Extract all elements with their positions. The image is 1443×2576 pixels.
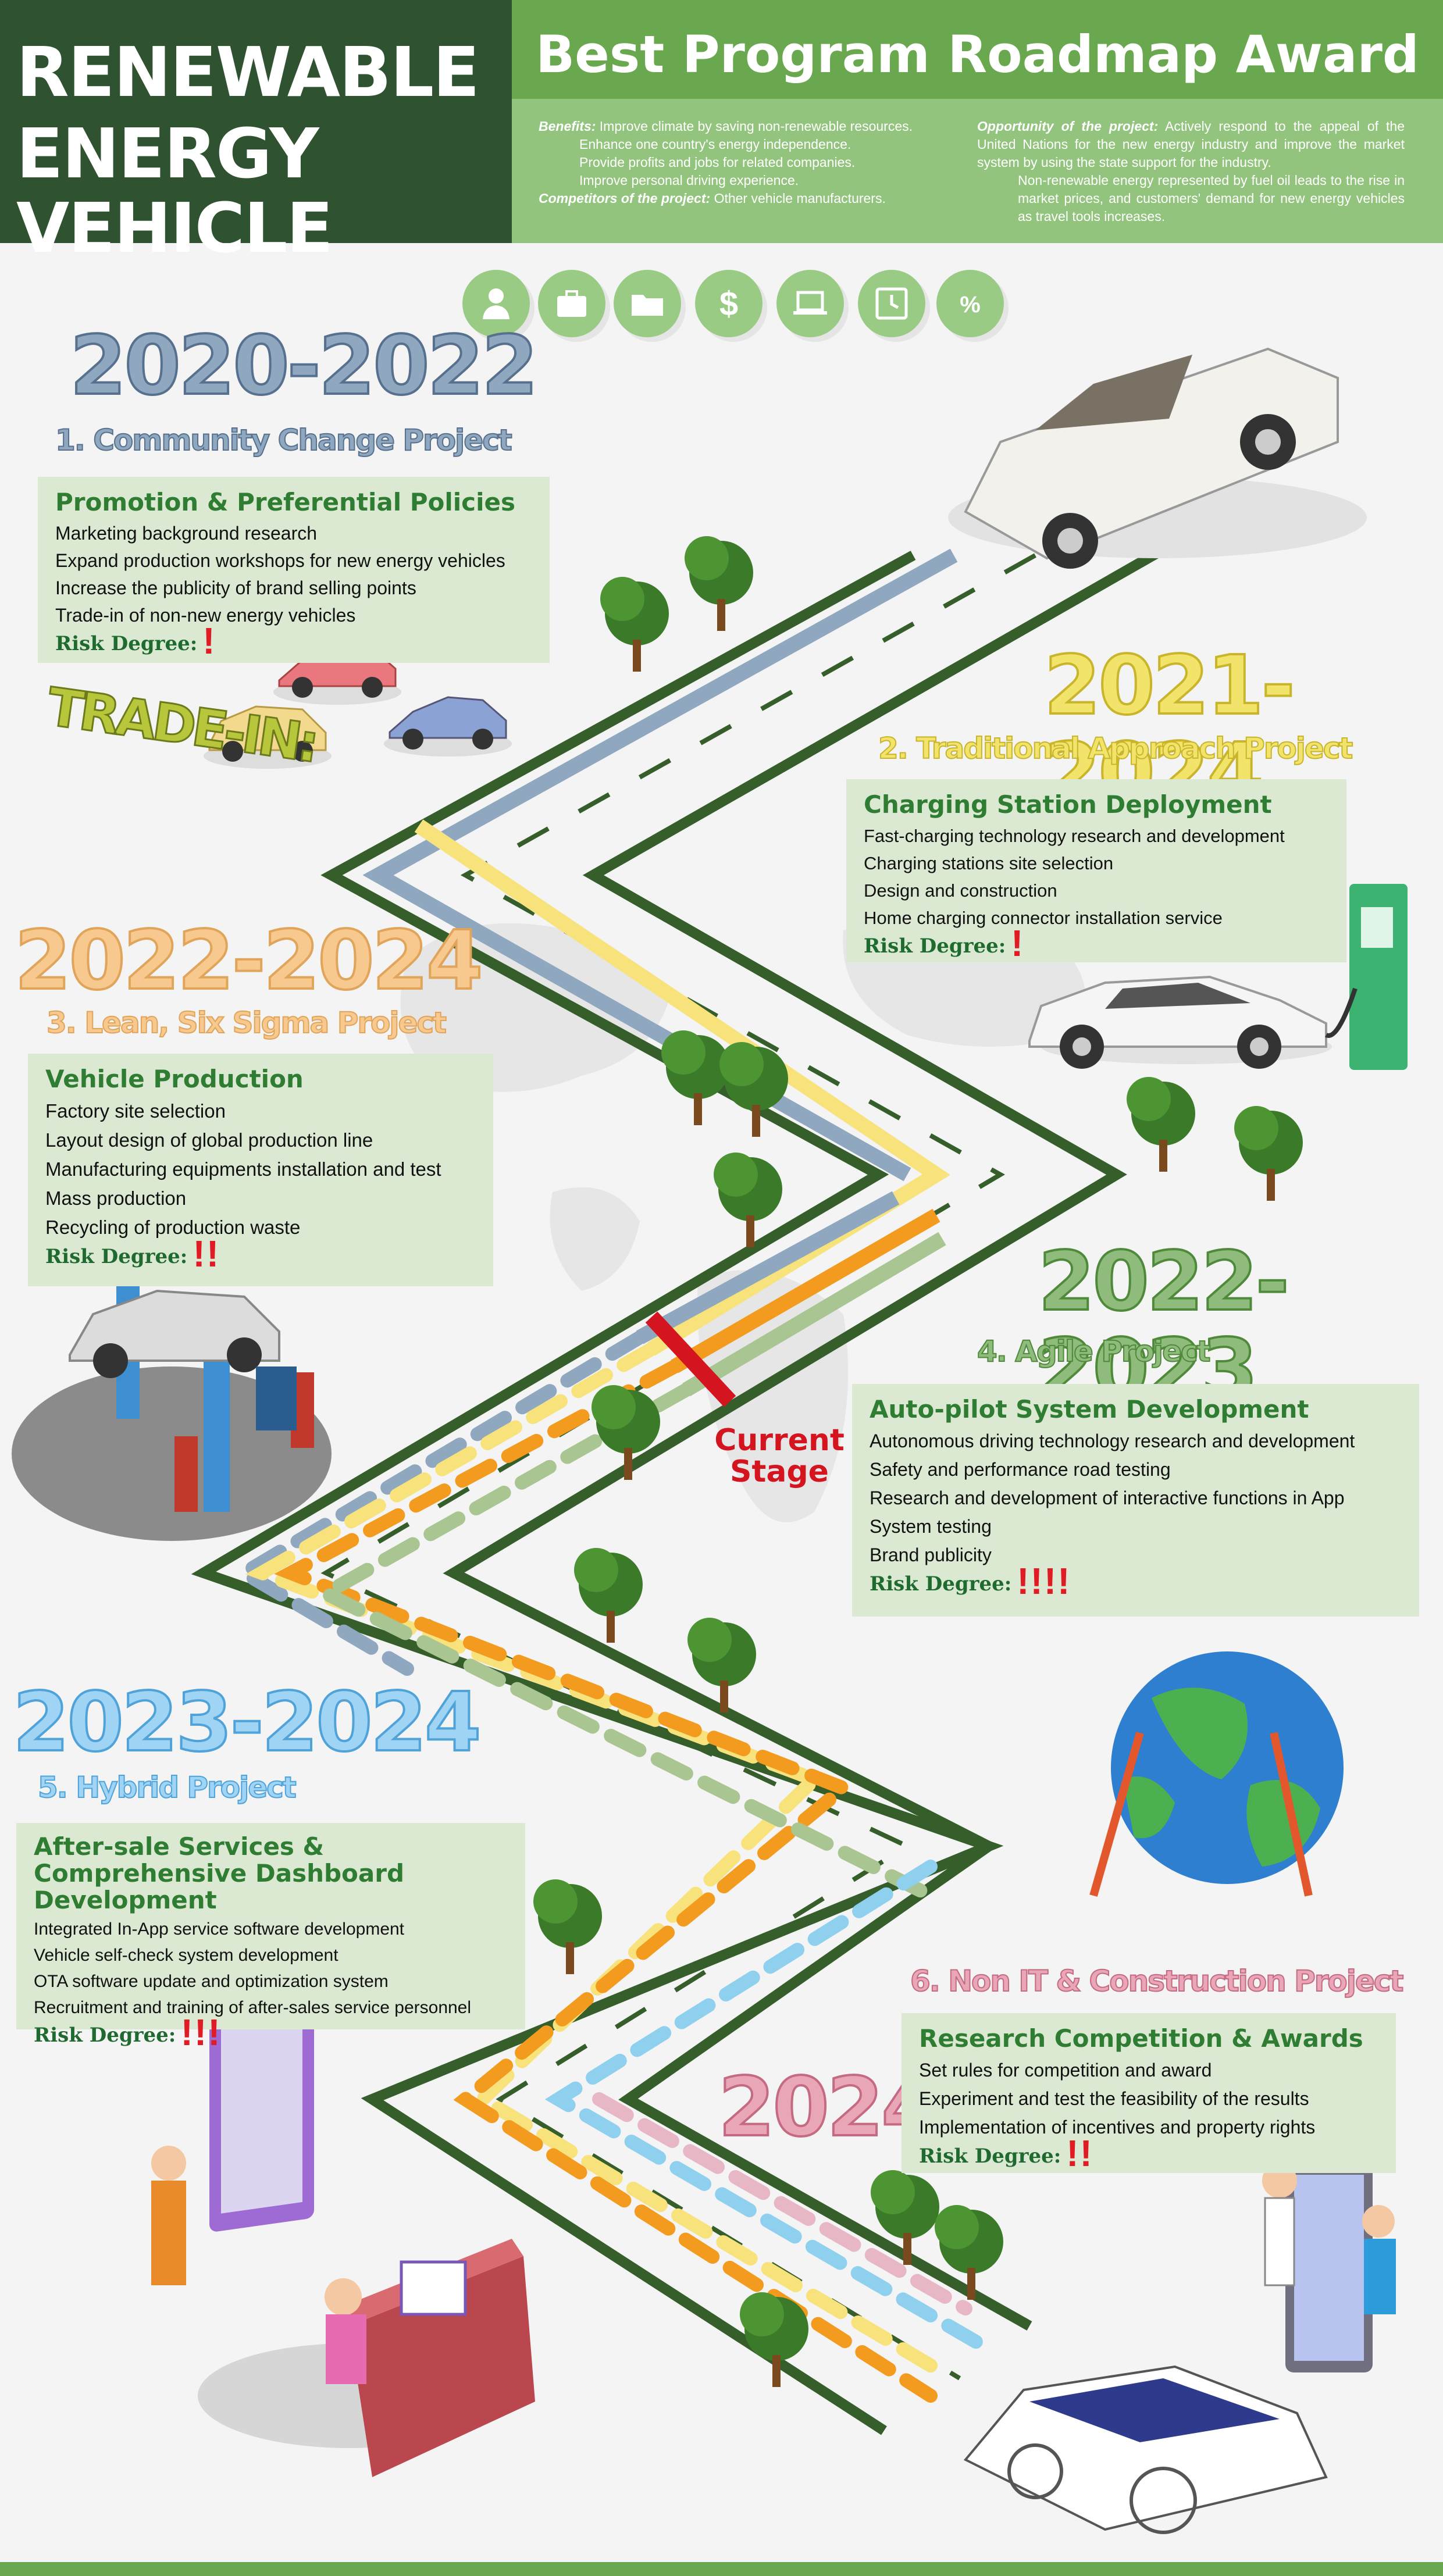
award-banner: Best Program Roadmap Award xyxy=(512,0,1443,99)
list-item: Set rules for competition and award xyxy=(919,2060,1212,2081)
risk-label: Risk Degree: xyxy=(870,1572,1012,1596)
project-4-card: Auto-pilot System Development Autonomous… xyxy=(852,1384,1419,1617)
opportunity-text-1: Actively respond to the appeal of the Un… xyxy=(977,119,1405,170)
roadmap-illustration xyxy=(12,347,1408,2534)
benefit-item: Enhance one country's energy independenc… xyxy=(579,137,851,152)
risk-label: Risk Degree: xyxy=(55,632,198,655)
briefcase-icon xyxy=(538,270,605,337)
list-item: Marketing background research xyxy=(55,523,318,544)
benefit-item: Provide profits and jobs for related com… xyxy=(579,155,856,170)
project-2-title: 2. Traditional Approach Project xyxy=(878,731,1353,766)
risk-label: Risk Degree: xyxy=(864,934,1006,958)
list-item: Home charging connector installation ser… xyxy=(864,908,1223,928)
list-item: Experiment and test the feasibility of t… xyxy=(919,2088,1309,2109)
list-item: Research and development of interactive … xyxy=(870,1487,1345,1508)
globe-illustration xyxy=(1089,1651,1344,1897)
list-item: Mass production xyxy=(45,1187,187,1209)
list-item: Design and construction xyxy=(864,880,1057,901)
list-item: Manufacturing equipments installation an… xyxy=(45,1158,441,1180)
list-item: Expand production workshops for new ener… xyxy=(55,550,505,571)
project-5-heading: After-sale Services & Comprehensive Dash… xyxy=(34,1832,405,1914)
svg-text:%: % xyxy=(960,292,981,317)
list-item: Implementation of incentives and propert… xyxy=(919,2117,1316,2138)
benefits-label: Benefits: xyxy=(539,119,596,134)
project-6-heading: Research Competition & Awards xyxy=(919,2024,1363,2053)
list-item: Brand publicity xyxy=(870,1544,992,1565)
project-info-panel: Benefits: Improve climate by saving non-… xyxy=(512,99,1443,243)
project-6-title: 6. Non IT & Construction Project xyxy=(910,1964,1404,1999)
dollar-icon: $ xyxy=(695,270,763,337)
list-item: Fast-charging technology research and de… xyxy=(864,826,1285,846)
benefit-item: Improve climate by saving non-renewable … xyxy=(599,119,913,134)
list-item: OTA software update and optimization sys… xyxy=(34,1972,389,1991)
project-3-card: Vehicle Production Factory site selectio… xyxy=(28,1054,493,1286)
year-label-project-5: 2023-2024 xyxy=(12,1675,482,1770)
project-1-card: Promotion & Preferential Policies Market… xyxy=(38,477,550,663)
list-item: Factory site selection xyxy=(45,1100,226,1122)
vehicle-factory-illustration xyxy=(12,1285,332,1541)
risk-degree: !! xyxy=(1066,2132,1093,2174)
pickup-truck-illustration xyxy=(948,347,1367,569)
list-item: Recycling of production waste xyxy=(45,1216,301,1238)
risk-degree: ! xyxy=(1010,922,1025,964)
project-3-heading: Vehicle Production xyxy=(45,1065,304,1093)
list-item: System testing xyxy=(870,1516,992,1537)
electric-car-charging-illustration xyxy=(1028,884,1408,1070)
current-stage-label: Current Stage xyxy=(714,1423,845,1489)
benefits-column: Benefits: Improve climate by saving non-… xyxy=(539,117,1004,208)
risk-degree: !! xyxy=(193,1233,220,1275)
risk-degree: ! xyxy=(202,620,216,662)
project-3-title: 3. Lean, Six Sigma Project xyxy=(46,1005,447,1040)
competitors-label: Competitors of the project: xyxy=(539,191,711,206)
list-item: Trade-in of non-new energy vehicles xyxy=(55,605,356,626)
competition-award-illustration xyxy=(1262,2163,1396,2372)
main-title-line1: RENEWABLE xyxy=(16,32,480,112)
solar-car-illustration xyxy=(963,2365,1328,2534)
year-label-project-3: 2022-2024 xyxy=(13,914,484,1008)
opportunity-label: Opportunity of the project: xyxy=(977,119,1159,134)
year-label-project-1: 2020-2022 xyxy=(69,319,539,413)
clock-icon xyxy=(858,270,925,337)
folder-icon xyxy=(614,270,681,337)
laptop-icon xyxy=(776,270,844,337)
list-item: Increase the publicity of brand selling … xyxy=(55,577,416,598)
list-item: Safety and performance road testing xyxy=(870,1459,1171,1480)
risk-label: Risk Degree: xyxy=(45,1245,188,1268)
project-4-title: 4. Agile Project xyxy=(977,1334,1212,1369)
bottom-bar xyxy=(0,2562,1443,2576)
project-2-card: Charging Station Deployment Fast-chargin… xyxy=(846,779,1346,962)
road-edges xyxy=(191,545,1166,2435)
project-2-heading: Charging Station Deployment xyxy=(864,790,1272,819)
project-1-heading: Promotion & Preferential Policies xyxy=(55,488,515,516)
project-1-title: 1. Community Change Project xyxy=(55,423,513,458)
project-5-card: After-sale Services & Comprehensive Dash… xyxy=(16,1823,525,2051)
opportunity-column: Opportunity of the project: Actively res… xyxy=(977,117,1405,226)
risk-label: Risk Degree: xyxy=(34,2024,176,2047)
opportunity-text-2: Non-renewable energy represented by fuel… xyxy=(1018,173,1405,224)
current-stage-marker xyxy=(645,1311,736,1407)
list-item: Recruitment and training of after-sales … xyxy=(34,1998,472,2017)
project-4-heading: Auto-pilot System Development xyxy=(870,1395,1309,1423)
svg-text:$: $ xyxy=(719,285,738,323)
main-title-line2: ENERGY VEHICLE xyxy=(16,113,333,268)
list-item: Autonomous driving technology research a… xyxy=(870,1430,1355,1451)
list-item: Integrated In-App service software devel… xyxy=(34,1919,405,1939)
list-item: Vehicle self-check system development xyxy=(34,1946,339,1965)
benefit-item: Improve personal driving experience. xyxy=(579,173,799,188)
list-item: Layout design of global production line xyxy=(45,1129,373,1151)
trees xyxy=(533,536,1303,2387)
risk-degree: !!! xyxy=(180,2011,222,2053)
percent-icon: % xyxy=(936,270,1004,337)
person-icon xyxy=(462,270,530,337)
project-5-title: 5. Hybrid Project xyxy=(37,1770,297,1805)
list-item: Charging stations site selection xyxy=(864,853,1114,873)
project-6-card: Research Competition & Awards Set rules … xyxy=(902,2013,1396,2173)
title-block: RENEWABLE ENERGY VEHICLE xyxy=(0,0,512,265)
risk-degree: !!!! xyxy=(1017,1560,1071,1602)
risk-label: Risk Degree: xyxy=(919,2145,1061,2168)
after-sales-service-illustration xyxy=(151,1992,535,2477)
competitors-text: Other vehicle manufacturers. xyxy=(714,191,886,206)
award-title: Best Program Roadmap Award xyxy=(536,24,1419,84)
